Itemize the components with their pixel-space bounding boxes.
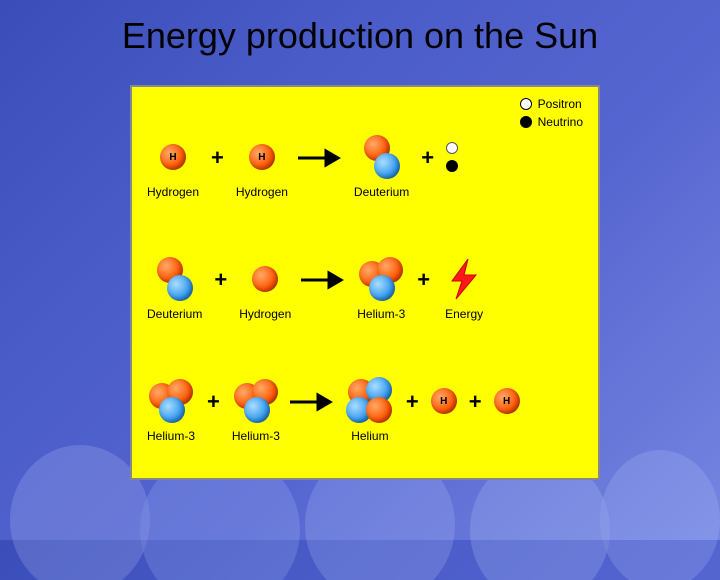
deuterium-icon xyxy=(153,257,197,301)
label-helium: Helium xyxy=(351,429,388,443)
proton-icon: H xyxy=(160,144,186,170)
neutrino-icon xyxy=(446,160,458,172)
label-helium3: Helium-3 xyxy=(232,429,280,443)
plus-symbol: + xyxy=(203,389,224,415)
proton-icon: H xyxy=(494,388,520,414)
helium3-icon xyxy=(234,379,278,423)
plus-symbol: + xyxy=(210,267,231,293)
label-hydrogen: Hydrogen xyxy=(239,307,291,321)
reaction-row-3: Helium-3 + Helium-3 xyxy=(147,379,583,443)
label-deuterium: Deuterium xyxy=(147,307,202,321)
arrow-icon xyxy=(299,270,349,290)
helium3-icon xyxy=(149,379,193,423)
legend-neutrino-label: Neutrino xyxy=(538,115,583,129)
legend: Positron Neutrino xyxy=(520,97,583,133)
label-helium3: Helium-3 xyxy=(357,307,405,321)
label-deuterium: Deuterium xyxy=(354,185,409,199)
proton-icon: H xyxy=(431,388,457,414)
label-energy: Energy xyxy=(445,307,483,321)
label-helium3: Helium-3 xyxy=(147,429,195,443)
fusion-diagram: Positron Neutrino H Hydrogen + H Hydroge… xyxy=(130,85,600,480)
plus-symbol: + xyxy=(402,389,423,415)
reaction-row-1: H Hydrogen + H Hydrogen Deuterium + xyxy=(147,135,583,199)
reaction-row-2: Deuterium + Hydrogen Helium-3 + xyxy=(147,257,583,321)
positron-icon xyxy=(446,142,458,154)
plus-symbol: + xyxy=(417,145,438,171)
plus-symbol: + xyxy=(207,145,228,171)
helium3-icon xyxy=(359,257,403,301)
deuterium-icon xyxy=(360,135,404,179)
plus-symbol: + xyxy=(413,267,434,293)
plus-symbol: + xyxy=(465,389,486,415)
neutrino-icon xyxy=(520,116,532,128)
arrow-icon xyxy=(288,392,338,412)
label-hydrogen: Hydrogen xyxy=(147,185,199,199)
proton-icon: H xyxy=(249,144,275,170)
helium4-icon xyxy=(346,377,394,425)
arrow-icon xyxy=(296,148,346,168)
proton-icon xyxy=(252,266,278,292)
label-hydrogen: Hydrogen xyxy=(236,185,288,199)
slide-title: Energy production on the Sun xyxy=(122,15,598,57)
positron-icon xyxy=(520,98,532,110)
energy-bolt-icon xyxy=(442,257,486,301)
legend-positron-label: Positron xyxy=(538,97,582,111)
